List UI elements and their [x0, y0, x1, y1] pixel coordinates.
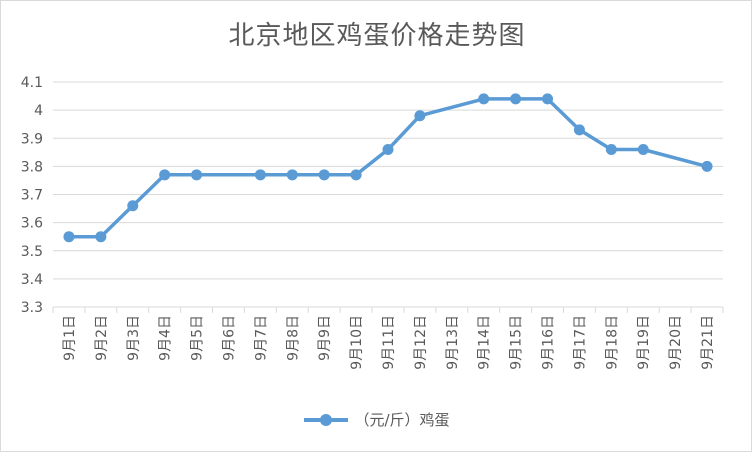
y-tick-label: 3.5 — [21, 244, 43, 260]
x-tick-label: 9月3日 — [126, 315, 142, 361]
data-point — [286, 169, 298, 181]
data-point — [191, 169, 203, 181]
x-tick-label: 9月19日 — [636, 315, 652, 370]
x-tick-label: 9月7日 — [253, 315, 269, 361]
chart-title: 北京地区鸡蛋价格走势图 — [228, 21, 526, 51]
y-tick-label: 3.9 — [21, 131, 43, 147]
x-tick-label: 9月5日 — [190, 315, 206, 361]
x-tick-label: 9月13日 — [445, 315, 461, 370]
data-point — [510, 93, 522, 105]
x-tick-label: 9月8日 — [285, 315, 301, 361]
x-tick-label: 9月9日 — [317, 315, 333, 361]
data-point — [414, 110, 426, 122]
data-point — [127, 200, 139, 212]
x-tick-label: 9月4日 — [158, 315, 174, 361]
legend-swatch — [304, 413, 349, 427]
data-point — [701, 160, 713, 172]
data-point — [542, 93, 554, 105]
data-point — [573, 124, 585, 136]
x-tick-label: 9月12日 — [413, 315, 429, 370]
y-tick-label: 3.7 — [21, 188, 43, 204]
data-point — [605, 144, 617, 155]
y-tick-label: 3.8 — [21, 159, 43, 175]
data-point — [382, 144, 394, 155]
y-tick-label: 3.4 — [21, 272, 43, 288]
data-point — [637, 144, 649, 155]
x-tick-label: 9月1日 — [62, 315, 78, 361]
y-tick-label: 4 — [34, 103, 43, 119]
x-tick-label: 9月18日 — [604, 315, 620, 370]
data-point — [254, 169, 266, 181]
y-tick-label: 4.1 — [21, 75, 43, 91]
data-point — [318, 169, 330, 181]
data-point — [95, 231, 107, 243]
data-point — [159, 169, 171, 181]
legend-label: （元/斤）鸡蛋 — [354, 411, 450, 429]
data-point — [63, 231, 75, 243]
x-tick-label: 9月20日 — [668, 315, 684, 370]
x-tick-label: 9月11日 — [381, 315, 397, 370]
y-tick-label: 3.6 — [21, 216, 43, 232]
x-tick-label: 9月17日 — [572, 315, 588, 370]
series-line — [67, 97, 709, 239]
x-tick-label: 9月2日 — [94, 315, 110, 361]
x-tick-label: 9月14日 — [477, 315, 493, 370]
x-tick-label: 9月6日 — [221, 315, 237, 361]
data-point — [478, 93, 490, 105]
y-tick-label: 3.3 — [21, 300, 43, 316]
data-point — [350, 169, 362, 181]
x-tick-label: 9月16日 — [541, 315, 557, 370]
legend: （元/斤）鸡蛋 — [1, 409, 752, 430]
x-tick-label: 9月10日 — [349, 315, 365, 370]
x-tick-label: 9月15日 — [509, 315, 525, 370]
x-tick-label: 9月21日 — [700, 315, 716, 370]
